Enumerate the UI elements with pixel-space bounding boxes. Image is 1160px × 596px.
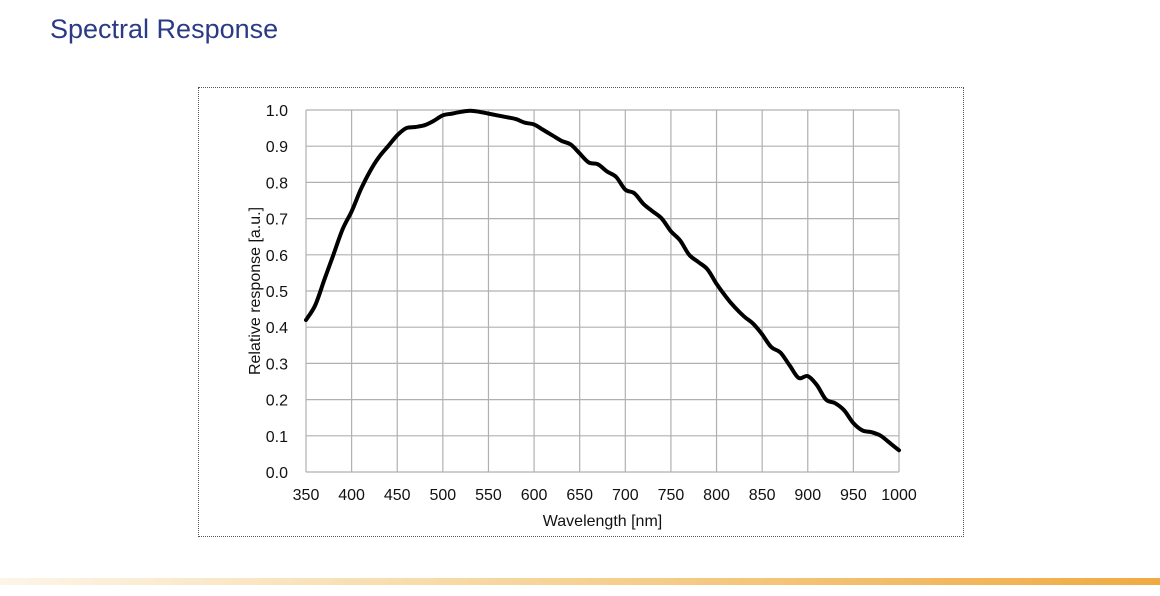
y-tick-label: 0.4 — [266, 320, 288, 337]
spectral-response-chart: 350 400 450 500 550 600 650 700 750 800 850 900 950 1… — [198, 87, 964, 537]
x-tick-label: 700 — [612, 487, 639, 504]
y-tick-label: 0.0 — [266, 465, 288, 482]
y-tick-label: 0.3 — [266, 356, 288, 373]
x-tick-label: 850 — [749, 487, 776, 504]
chart-svg: 350 400 450 500 550 600 650 700 750 800 850 900 950 1… — [247, 103, 917, 530]
y-tick-label: 0.2 — [266, 393, 288, 410]
x-axis-label: Wavelength [nm] — [543, 513, 662, 530]
x-tick-label: 550 — [475, 487, 502, 504]
x-tick-label: 950 — [840, 487, 867, 504]
x-tick-label: 900 — [794, 487, 821, 504]
x-tick-label: 750 — [658, 487, 685, 504]
response-curve — [304, 108, 901, 453]
chart-tick-labels: 350 400 450 500 550 600 650 700 750 800 850 900 950 1… — [266, 103, 917, 504]
y-tick-label: 0.5 — [266, 284, 288, 301]
x-tick-label: 500 — [429, 487, 456, 504]
x-tick-label: 1000 — [881, 487, 917, 504]
x-tick-label: 600 — [521, 487, 548, 504]
y-tick-label: 0.8 — [266, 175, 288, 192]
x-tick-label: 800 — [703, 487, 730, 504]
y-tick-label: 0.1 — [266, 429, 288, 446]
y-tick-label: 0.9 — [266, 139, 288, 156]
x-tick-label: 450 — [384, 487, 411, 504]
accent-bar — [0, 578, 1160, 585]
y-tick-label: 0.7 — [266, 212, 288, 229]
y-axis-label: Relative response [a.u.] — [247, 207, 264, 375]
y-tick-label: 1.0 — [266, 103, 288, 120]
x-tick-label: 650 — [566, 487, 593, 504]
chart-grid — [305, 109, 900, 473]
y-tick-label: 0.6 — [266, 248, 288, 265]
x-tick-label: 350 — [293, 487, 320, 504]
page-title: Spectral Response — [50, 14, 279, 44]
x-tick-label: 400 — [338, 487, 365, 504]
